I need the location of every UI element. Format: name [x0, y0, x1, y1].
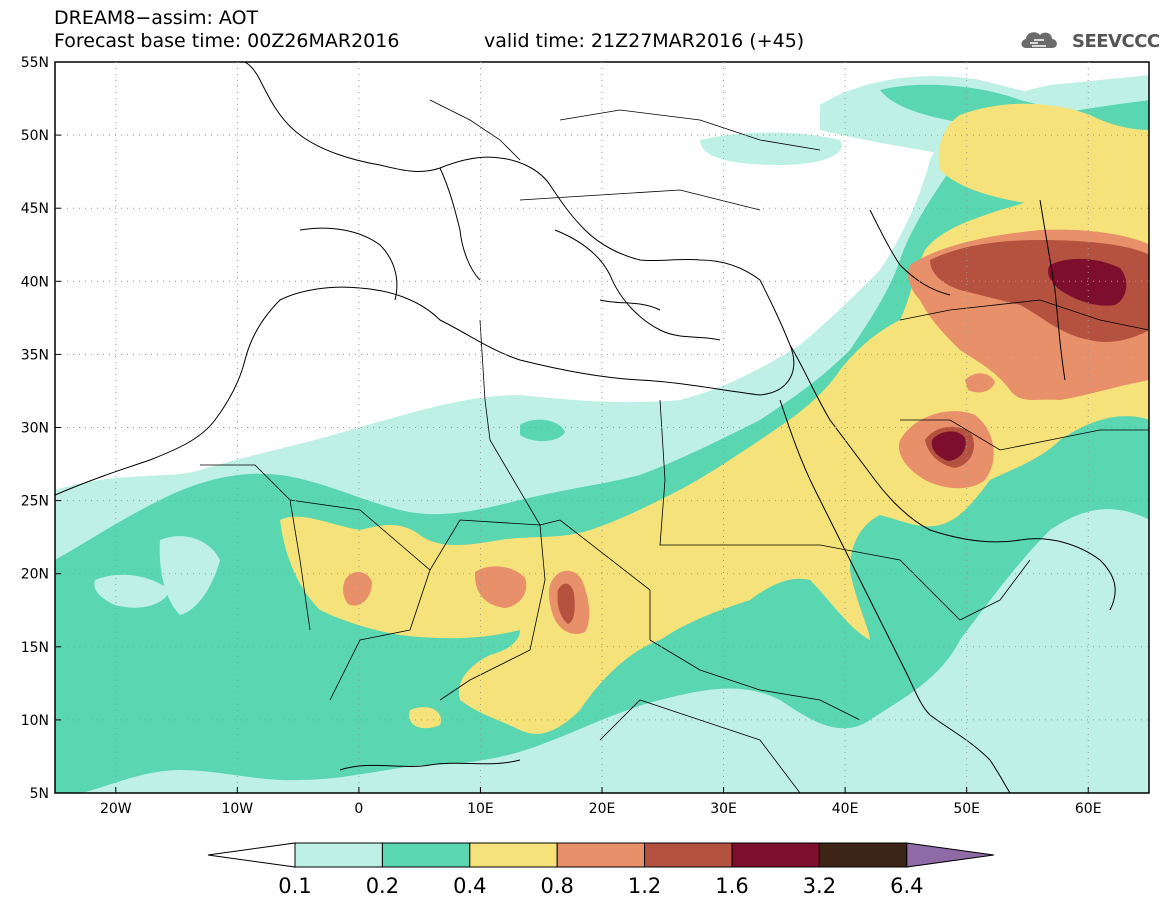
country-borders [200, 99, 1149, 793]
colorbar-lower-arrow [207, 842, 296, 868]
aot-contour-0.4-patch [409, 707, 441, 729]
lat-label: 5N [30, 786, 49, 802]
aot-contour-1.6-iraq [931, 431, 966, 461]
colorbar-label: 1.6 [715, 874, 748, 898]
lat-label: 40N [21, 274, 49, 290]
lat-label: 55N [21, 55, 49, 71]
lat-label: 25N [21, 494, 49, 510]
lat-label: 20N [21, 567, 49, 583]
aot-contour-0.2-patch [520, 419, 565, 442]
aot-contour-1.6 [1048, 258, 1127, 306]
aot-contour-0.1-gap2 [159, 536, 220, 615]
lat-label: 15N [21, 640, 49, 656]
aot-contour-0.8-mali [343, 571, 372, 606]
lon-label: 0 [354, 801, 363, 817]
aot-contour-0.2 [55, 100, 1149, 793]
aot-contour-1.2-chad [557, 583, 575, 624]
lat-label: 50N [21, 128, 49, 144]
lon-label: 10E [467, 801, 494, 817]
lat-label: 30N [21, 421, 49, 437]
lon-label: 20E [589, 801, 616, 817]
colorbar-upper-arrow [906, 842, 994, 868]
valid-time: valid time: 21Z27MAR2016 (+45) [484, 30, 805, 52]
cloud-logo-icon [1021, 32, 1057, 48]
logo-text: SEEVCCC [1072, 31, 1160, 52]
colorbar-swatch [381, 842, 471, 868]
colorbar-label: 0.2 [366, 874, 399, 898]
colorbar: 0.1 0.2 0.4 0.8 1.2 1.6 3.2 6.4 [207, 842, 994, 898]
lon-label: 20W [100, 801, 132, 817]
colorbar-label: 0.1 [278, 874, 311, 898]
colorbar-label: 3.2 [803, 874, 836, 898]
latitude-labels: 55N 50N 45N 40N 35N 30N 25N 20N 15N 10N 5N [21, 55, 49, 802]
colorbar-swatch [731, 842, 820, 868]
aot-contour-0.1-gap [94, 574, 170, 608]
colorbar-swatch [644, 842, 733, 868]
colorbar-label: 0.4 [453, 874, 486, 898]
colorbar-label: 0.8 [540, 874, 573, 898]
lat-label: 35N [21, 347, 49, 363]
colorbar-swatch [294, 842, 383, 868]
colorbar-swatch [818, 842, 908, 868]
aot-contour-0.8-niger [474, 566, 527, 608]
lat-label: 45N [21, 201, 49, 217]
aot-contour-0.1-patch [700, 132, 842, 165]
colorbar-swatch [556, 842, 646, 868]
lon-label: 10W [221, 801, 253, 817]
map-title: DREAM8−assim: AOT [54, 7, 259, 29]
longitude-gridlines [115, 62, 1089, 793]
lon-label: 60E [1075, 801, 1102, 817]
lon-label: 30E [710, 801, 737, 817]
lon-label: 50E [953, 801, 980, 817]
lat-label: 10N [21, 713, 49, 729]
colorbar-label: 6.4 [890, 874, 923, 898]
aot-contour-0.8-east [965, 373, 995, 393]
colorbar-label: 1.2 [628, 874, 661, 898]
longitude-labels: 20W 10W 0 10E 20E 30E 40E 50E 60E [100, 801, 1102, 817]
colorbar-swatch [469, 842, 558, 868]
coastlines [55, 62, 1149, 793]
lon-label: 40E [832, 801, 859, 817]
forecast-base-time: Forecast base time: 00Z26MAR2016 [54, 30, 400, 52]
